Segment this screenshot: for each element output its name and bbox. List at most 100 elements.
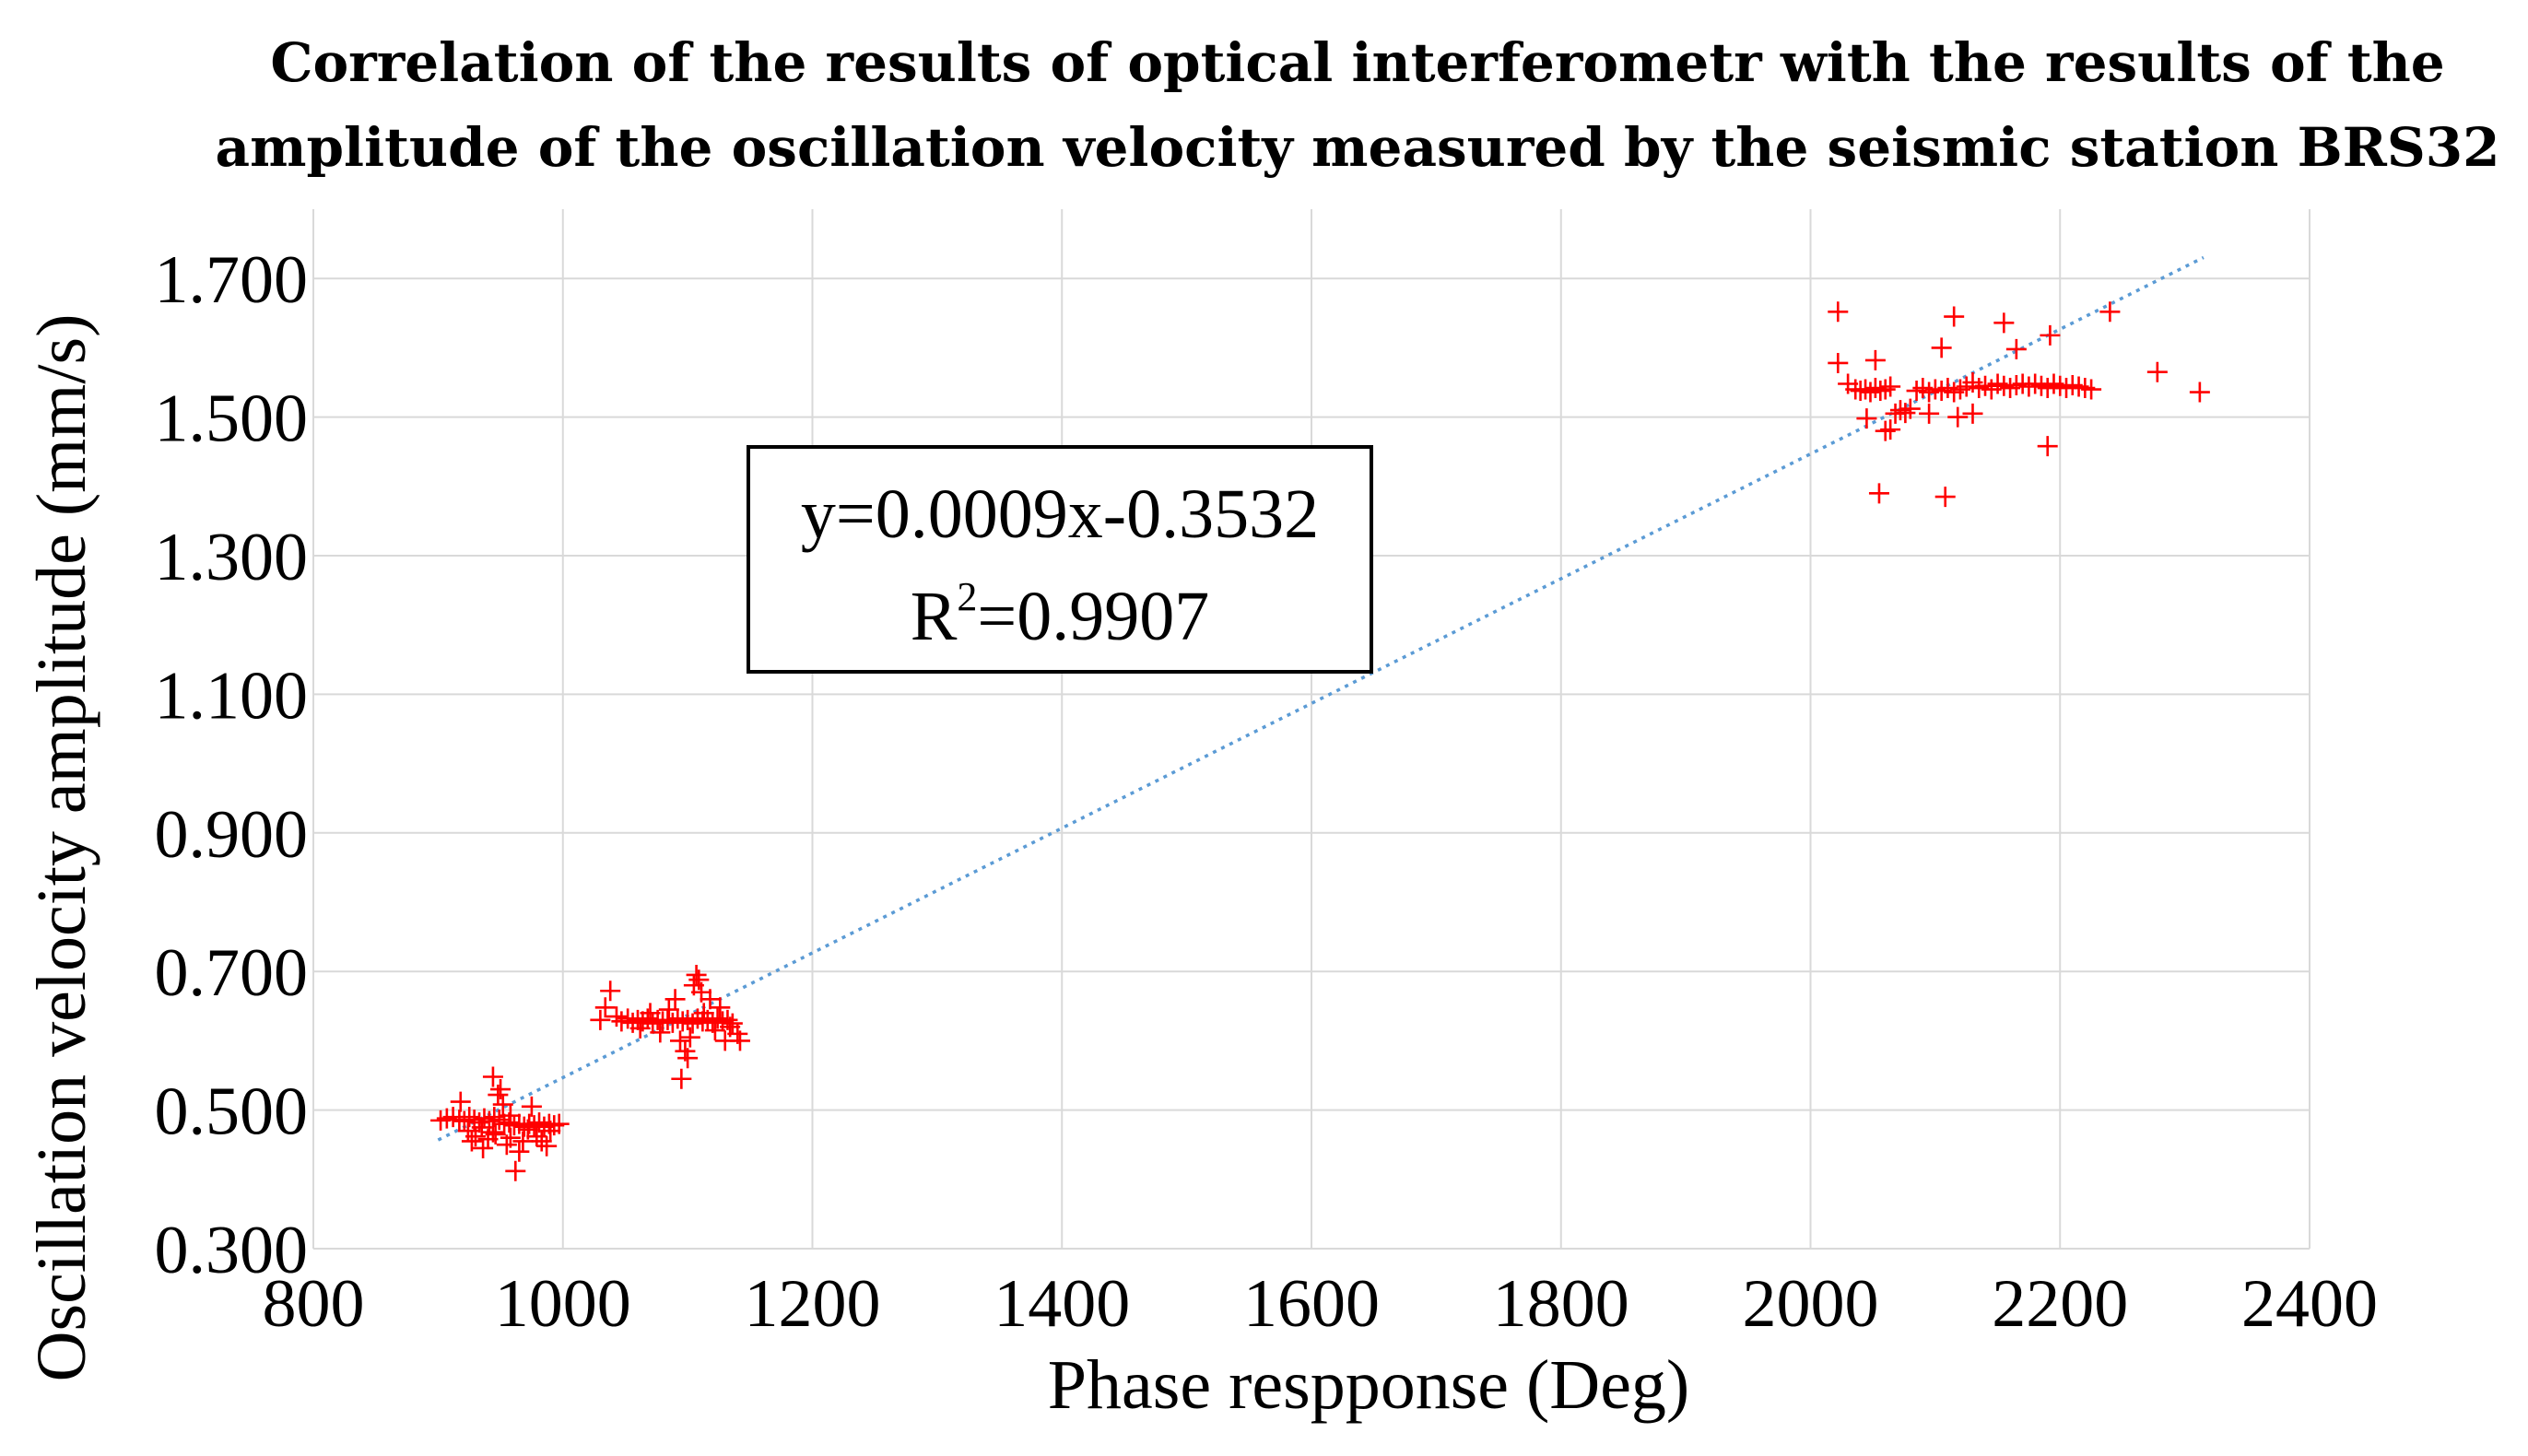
data-point xyxy=(1864,378,1886,399)
x-tick-label: 2000 xyxy=(1743,1266,1879,1342)
data-point xyxy=(490,1079,511,1100)
data-point xyxy=(505,1160,526,1181)
data-point xyxy=(459,1107,480,1128)
data-point xyxy=(509,1141,530,1162)
x-tick-label: 2200 xyxy=(1992,1266,2128,1342)
data-point xyxy=(1931,337,1952,358)
y-tick-label: 0.500 xyxy=(155,1074,309,1150)
data-point xyxy=(1850,381,1871,402)
data-point xyxy=(471,1117,492,1138)
data-point xyxy=(500,1127,521,1148)
data-point xyxy=(693,1003,714,1024)
data-point xyxy=(485,1123,506,1145)
data-point xyxy=(679,1027,700,1048)
data-point xyxy=(640,1003,661,1024)
r-squared-base: R xyxy=(911,578,958,655)
data-point xyxy=(1895,403,1916,424)
data-point xyxy=(664,989,686,1010)
data-point xyxy=(627,1009,648,1030)
data-point xyxy=(650,1022,671,1043)
x-tick-label: 1200 xyxy=(745,1266,881,1342)
data-point xyxy=(488,1085,509,1106)
x-tick-label: 1800 xyxy=(1493,1266,1629,1342)
data-point xyxy=(600,980,621,1002)
data-point xyxy=(474,1108,495,1129)
data-point xyxy=(1899,398,1921,419)
data-point xyxy=(488,1110,510,1131)
data-point xyxy=(2081,379,2102,400)
data-point xyxy=(1868,483,1889,504)
data-point xyxy=(729,1030,750,1051)
data-point xyxy=(692,1011,713,1032)
data-point xyxy=(671,1068,692,1089)
x-tick-label: 800 xyxy=(263,1266,365,1342)
data-point xyxy=(594,997,616,1018)
data-point xyxy=(461,1131,482,1152)
data-point xyxy=(1870,381,1891,402)
data-point xyxy=(653,1011,674,1032)
r-squared-number: =0.9907 xyxy=(977,578,1209,655)
data-point xyxy=(657,1009,678,1030)
data-point xyxy=(1875,420,1896,441)
y-tick-label: 1.500 xyxy=(155,382,309,457)
data-point xyxy=(1864,349,1886,370)
data-point xyxy=(1828,301,1849,323)
data-point xyxy=(670,1030,691,1051)
data-point xyxy=(503,1115,524,1136)
data-point xyxy=(710,997,731,1018)
y-tick-label: 0.300 xyxy=(155,1213,309,1288)
data-point xyxy=(2037,436,2058,457)
data-point xyxy=(677,1009,699,1030)
data-point xyxy=(544,1115,565,1136)
data-point xyxy=(1934,487,1956,508)
data-point xyxy=(686,964,707,985)
data-point xyxy=(672,1011,693,1032)
data-point xyxy=(682,1013,703,1034)
data-point xyxy=(1919,403,1940,424)
regression-equation: y=0.0009x-0.3532 xyxy=(801,476,1319,553)
data-point xyxy=(590,1009,611,1030)
data-point xyxy=(2189,382,2210,403)
data-point xyxy=(500,1105,521,1126)
x-tick-label: 1400 xyxy=(994,1266,1130,1342)
data-point xyxy=(1962,403,1983,424)
x-axis-ticks: 800 1000 1200 1400 1600 1800 2000 2200 2400 xyxy=(263,1266,2379,1342)
y-tick-label: 0.900 xyxy=(155,797,309,873)
data-point xyxy=(1993,312,2015,334)
x-axis-label: Phase respponse (Deg) xyxy=(1048,1346,1689,1424)
y-axis-ticks: 0.300 0.500 0.700 0.900 1.100 1.300 1.500 1.700 xyxy=(155,242,309,1288)
r-squared-value: R2=0.9907 xyxy=(911,574,1210,655)
data-point xyxy=(1875,379,1896,400)
data-point xyxy=(513,1116,535,1137)
data-point xyxy=(707,1008,728,1029)
linear-trendline xyxy=(437,255,2205,1142)
data-point xyxy=(667,1008,688,1029)
data-point xyxy=(2005,338,2027,359)
data-point xyxy=(722,1013,743,1034)
data-point xyxy=(492,1094,513,1115)
data-point xyxy=(720,1016,741,1038)
data-point xyxy=(529,1112,550,1133)
data-point xyxy=(1947,406,1969,428)
data-point xyxy=(1860,382,1881,403)
data-point xyxy=(482,1066,503,1087)
data-point xyxy=(1944,306,1965,327)
y-tick-label: 0.700 xyxy=(155,935,309,1011)
data-point xyxy=(606,1006,627,1027)
data-points xyxy=(430,301,2210,1181)
y-tick-label: 1.300 xyxy=(155,520,309,595)
data-point xyxy=(473,1137,494,1158)
y-tick-label: 1.100 xyxy=(155,658,309,734)
chart-title-line-2: amplitude of the oscillation velocity me… xyxy=(216,116,2500,179)
data-point xyxy=(2040,324,2061,346)
x-tick-label: 1000 xyxy=(495,1266,631,1342)
data-point xyxy=(1855,379,1876,400)
data-point xyxy=(704,1020,725,1041)
data-point xyxy=(521,1096,542,1117)
chart-title-line-1: Correlation of the results of optical in… xyxy=(270,31,2444,94)
x-tick-label: 1600 xyxy=(1243,1266,1380,1342)
data-point xyxy=(453,1110,475,1132)
data-point xyxy=(540,1121,561,1142)
data-point xyxy=(519,1113,540,1134)
